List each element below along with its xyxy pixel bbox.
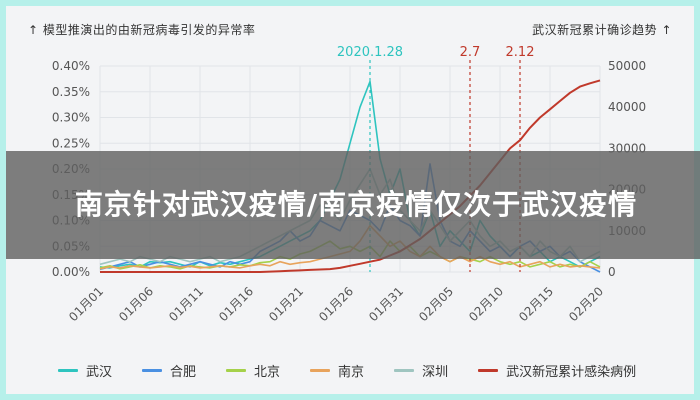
legend-item: 武汉新冠累计感染病例	[478, 361, 636, 380]
y-left-tick-label: 0.25%	[52, 136, 90, 150]
legend-item: 深圳	[394, 361, 448, 380]
y-left-tick-label: 0.40%	[52, 59, 90, 73]
legend-item: 北京	[226, 361, 280, 380]
x-tick-label: 01月11	[166, 284, 206, 324]
legend-label: 南京	[338, 365, 365, 380]
annotation-label: 2020.1.28	[337, 45, 403, 60]
y-right-tick-label: 0	[608, 265, 616, 279]
legend-swatch	[394, 369, 415, 372]
series-line	[100, 79, 601, 273]
legend-label: 深圳	[422, 365, 449, 380]
chart-legend: 武汉 合肥 北京 南京 深圳 武汉新冠累计感染病例	[58, 361, 636, 380]
x-tick-label: 01月16	[216, 284, 256, 324]
x-tick-label: 02月15	[516, 284, 556, 324]
x-tick-label: 02月10	[466, 284, 506, 324]
legend-swatch	[310, 369, 331, 372]
y-left-tick-label: 0.30%	[52, 111, 90, 125]
overlay-headline: 南京针对武汉疫情/南京疫情仅次于武汉疫情	[74, 188, 638, 221]
legend-item: 合肥	[142, 361, 196, 380]
x-tick-label: 01月06	[116, 284, 156, 324]
legend-item: 南京	[310, 361, 364, 380]
right-axis-title: 武汉新冠累计确诊趋势 ↑	[532, 23, 672, 37]
y-right-tick-label: 40000	[608, 100, 646, 114]
x-tick-label: 01月31	[366, 284, 406, 324]
legend-item: 武汉	[58, 361, 112, 380]
legend-swatch	[142, 369, 163, 372]
legend-swatch	[478, 369, 499, 372]
annotation-label: 2.12	[506, 45, 535, 60]
legend-swatch	[226, 369, 247, 372]
title-overlay-banner: 南京针对武汉疫情/南京疫情仅次于武汉疫情	[6, 151, 700, 259]
y-right-tick-label: 50000	[608, 59, 646, 73]
x-tick-label: 01月21	[266, 284, 306, 324]
legend-label: 武汉	[86, 365, 113, 380]
legend-label: 合肥	[170, 365, 197, 380]
x-tick-label: 01月01	[66, 284, 106, 324]
x-tick-label: 02月20	[566, 284, 606, 324]
y-left-tick-label: 0.35%	[52, 85, 90, 99]
left-axis-title: ↑ 模型推演出的由新冠病毒引发的异常率	[28, 23, 256, 37]
x-tick-label: 01月26	[316, 284, 356, 324]
y-left-tick-label: 0.00%	[52, 265, 90, 279]
x-tick-label: 02月05	[416, 284, 456, 324]
legend-label: 北京	[254, 365, 281, 380]
legend-label: 武汉新冠累计感染病例	[506, 365, 637, 380]
annotation-label: 2.7	[460, 45, 481, 60]
legend-swatch	[58, 369, 78, 372]
